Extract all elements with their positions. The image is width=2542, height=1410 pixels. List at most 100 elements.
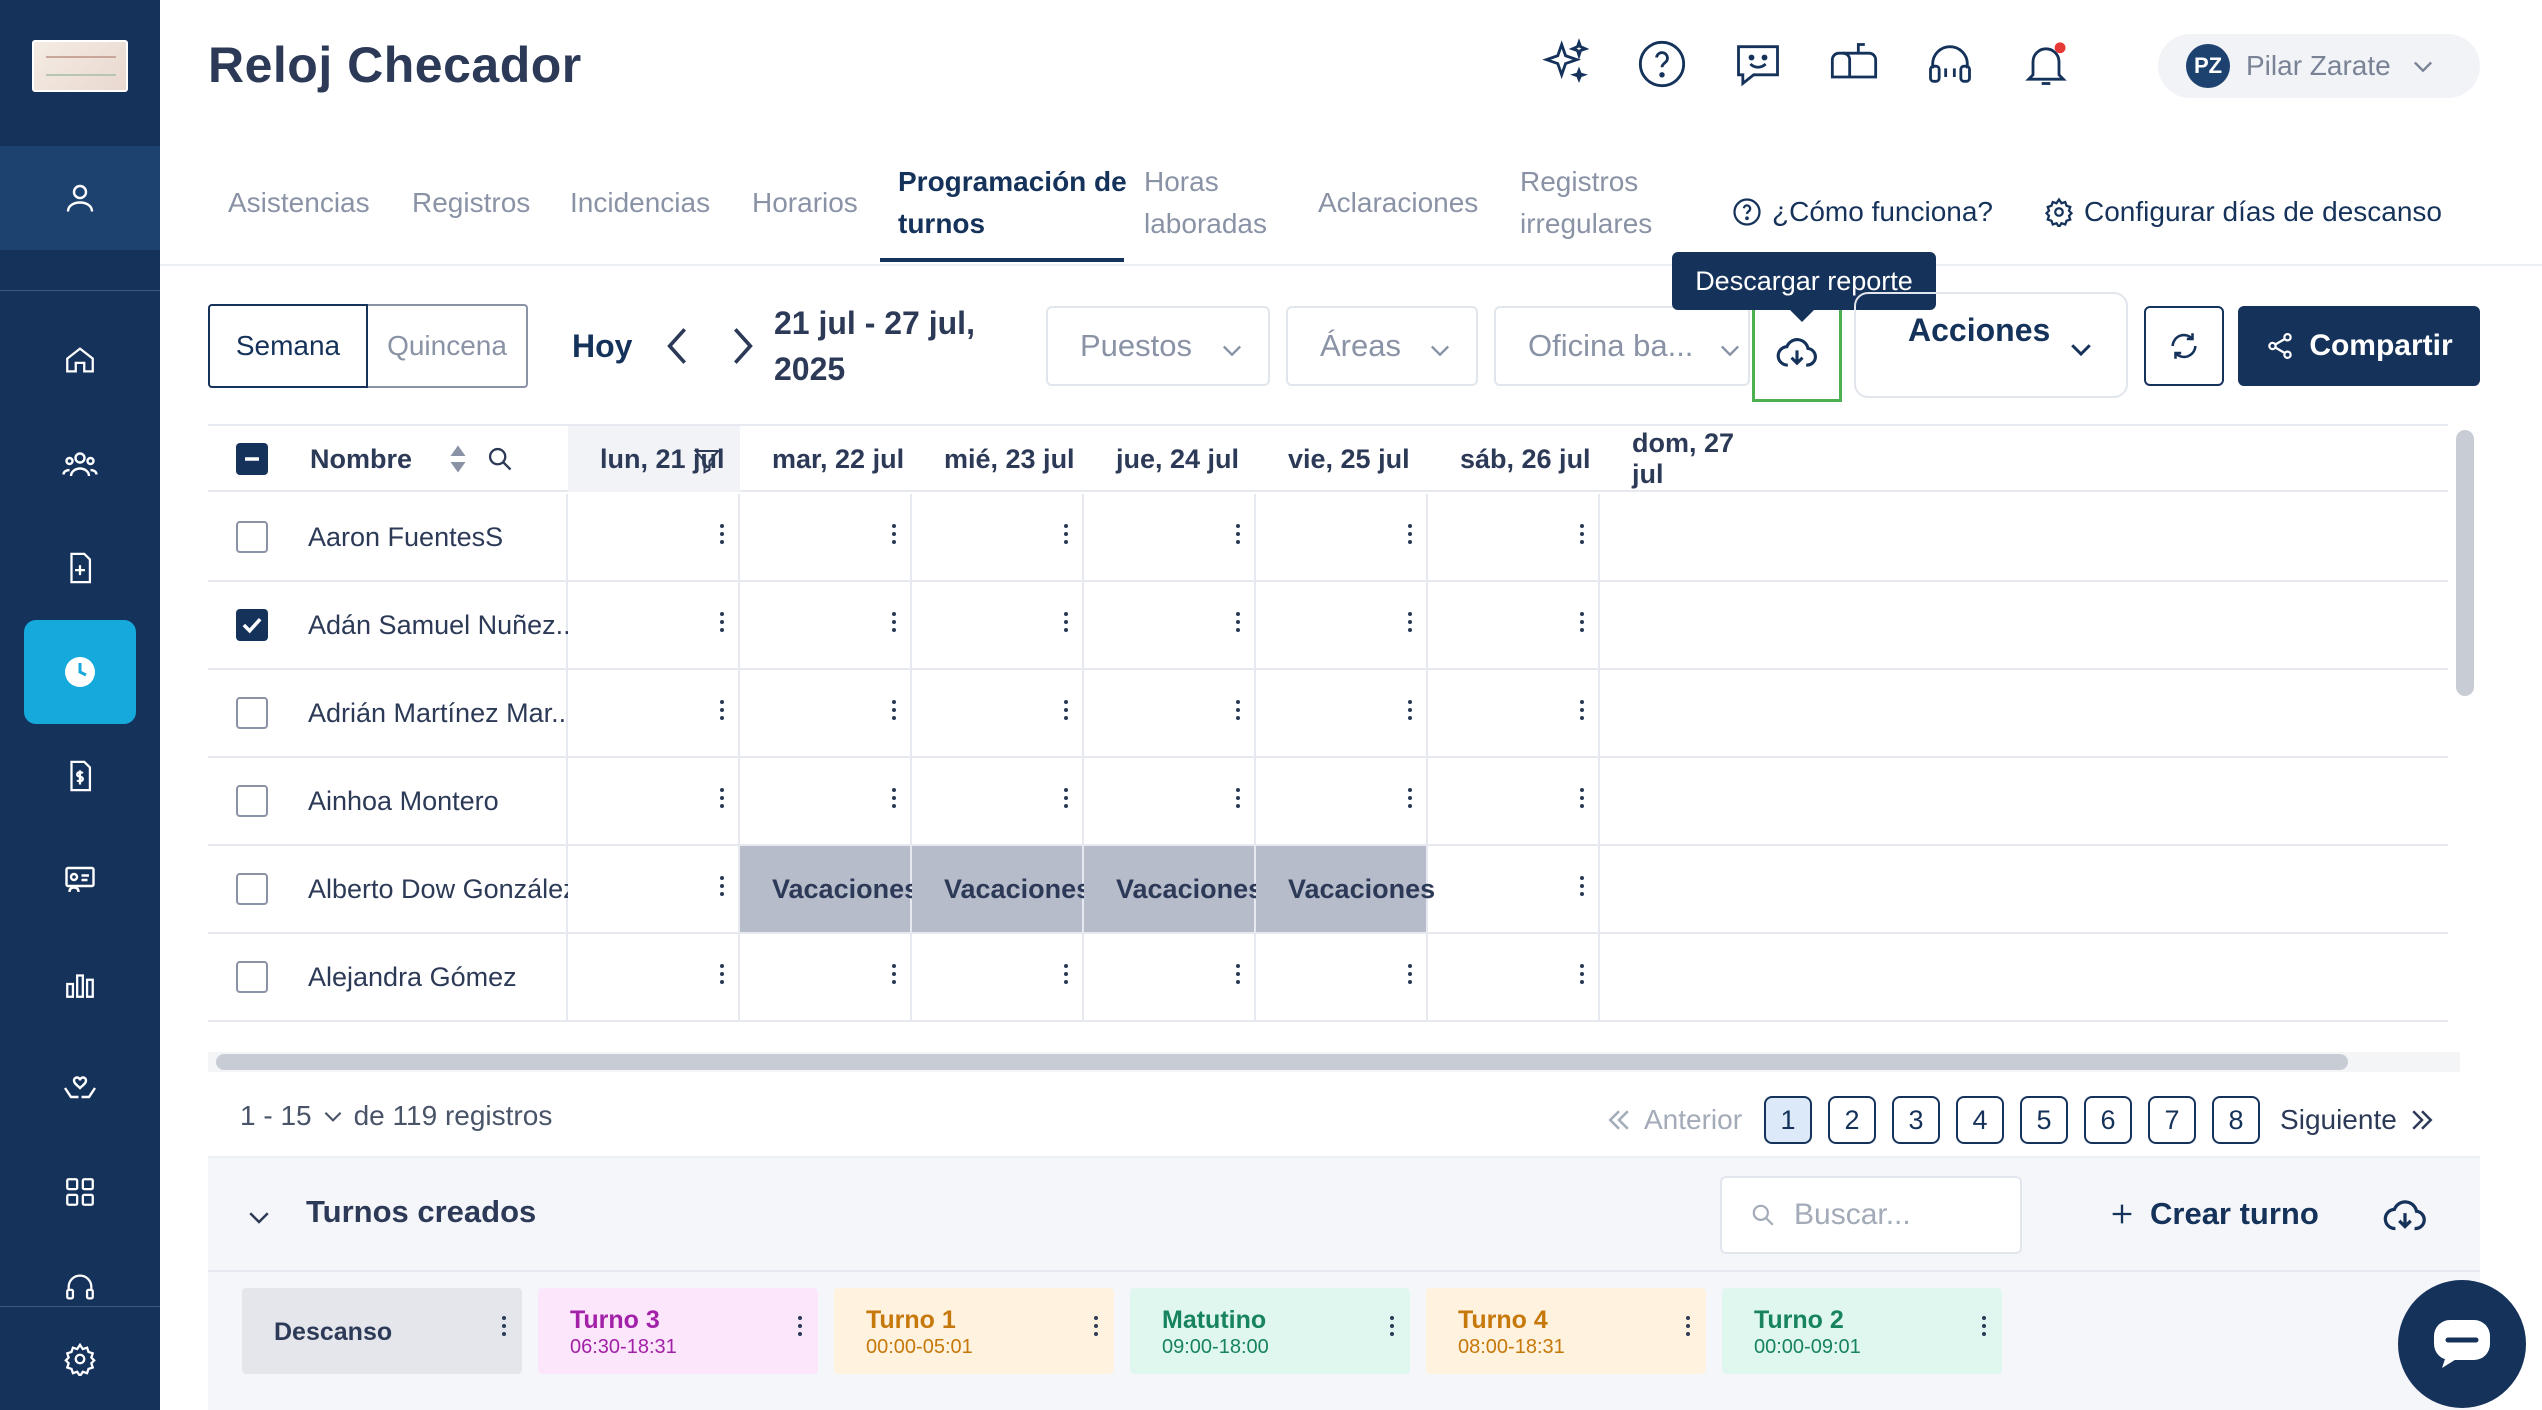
- tab-horas-laboradas[interactable]: Horas laboradas: [1144, 166, 1267, 239]
- shift-menu-icon[interactable]: [798, 1316, 804, 1340]
- shift-cell[interactable]: [1428, 846, 1600, 932]
- sidebar-item-reports[interactable]: [24, 932, 136, 1036]
- cell-menu-icon[interactable]: [892, 612, 898, 636]
- next-week-button[interactable]: [722, 322, 762, 370]
- shift-cell[interactable]: [1428, 758, 1600, 844]
- cell-menu-icon[interactable]: [1236, 612, 1242, 636]
- sidebar-item-training[interactable]: [24, 828, 136, 932]
- create-shift-button[interactable]: Crear turno: [2108, 1196, 2319, 1232]
- support-button[interactable]: [1922, 36, 1978, 92]
- cloud-download-icon[interactable]: [2382, 1194, 2428, 1240]
- cell-menu-icon[interactable]: [892, 524, 898, 548]
- shift-cell[interactable]: [1600, 670, 2448, 756]
- vertical-scrollbar[interactable]: [2456, 430, 2474, 696]
- shift-cell[interactable]: [1600, 582, 2448, 668]
- help-button[interactable]: [1634, 36, 1690, 92]
- shift-cell[interactable]: [912, 758, 1084, 844]
- row-checkbox[interactable]: [236, 873, 268, 905]
- page-button-5[interactable]: 5: [2020, 1096, 2069, 1144]
- shift-cell[interactable]: [1084, 670, 1256, 756]
- shift-cell[interactable]: [1256, 934, 1428, 1020]
- cell-menu-icon[interactable]: [1064, 788, 1070, 812]
- row-checkbox[interactable]: [236, 961, 268, 993]
- configure-rest-days-link[interactable]: Configurar días de descanso: [2044, 196, 2442, 228]
- shift-cell[interactable]: [1084, 934, 1256, 1020]
- page-button-6[interactable]: 6: [2084, 1096, 2133, 1144]
- cell-menu-icon[interactable]: [892, 700, 898, 724]
- page-button-2[interactable]: 2: [1828, 1096, 1877, 1144]
- row-checkbox[interactable]: [236, 609, 268, 641]
- positions-filter[interactable]: Puestos: [1046, 306, 1270, 386]
- shift-cell[interactable]: [1084, 582, 1256, 668]
- tab-programacion-turnos[interactable]: Programación de turnos: [898, 166, 1127, 239]
- cell-menu-icon[interactable]: [1580, 876, 1586, 900]
- refresh-button[interactable]: [2144, 306, 2224, 386]
- row-checkbox[interactable]: [236, 785, 268, 817]
- page-button-8[interactable]: 8: [2212, 1096, 2261, 1144]
- cell-menu-icon[interactable]: [1580, 524, 1586, 548]
- sidebar-item-profile[interactable]: [0, 146, 160, 250]
- vacation-cell[interactable]: Vacaciones: [740, 846, 919, 932]
- cell-menu-icon[interactable]: [1408, 788, 1414, 812]
- cell-menu-icon[interactable]: [1064, 612, 1070, 636]
- shift-chip[interactable]: Turno 4 08:00-18:31: [1426, 1288, 1706, 1374]
- shift-cell[interactable]: [1256, 494, 1428, 580]
- shift-cell[interactable]: [1600, 846, 2448, 932]
- cell-menu-icon[interactable]: [1580, 700, 1586, 724]
- cell-menu-icon[interactable]: [892, 964, 898, 988]
- chat-widget-button[interactable]: [2398, 1280, 2526, 1408]
- sidebar-item-support[interactable]: [24, 1244, 136, 1304]
- shift-cell[interactable]: [1084, 494, 1256, 580]
- shift-chip[interactable]: Matutino 09:00-18:00: [1130, 1288, 1410, 1374]
- sidebar-item-payroll[interactable]: [24, 724, 136, 828]
- tab-aclaraciones[interactable]: Aclaraciones: [1318, 187, 1479, 218]
- sidebar-item-time-clock[interactable]: [24, 620, 136, 724]
- vacation-cell[interactable]: Vacaciones: [1256, 846, 1435, 932]
- chevron-down-icon[interactable]: [244, 1202, 274, 1232]
- tab-registros[interactable]: Registros: [412, 187, 531, 218]
- shift-cell[interactable]: [1600, 934, 2448, 1020]
- shift-search-input[interactable]: Buscar...: [1720, 1176, 2022, 1254]
- cell-menu-icon[interactable]: [720, 964, 726, 988]
- today-button[interactable]: Hoy: [572, 328, 633, 364]
- shift-cell[interactable]: [912, 494, 1084, 580]
- shift-menu-icon[interactable]: [1982, 1316, 1988, 1340]
- cell-menu-icon[interactable]: [1408, 612, 1414, 636]
- cell-menu-icon[interactable]: [720, 876, 726, 900]
- shift-menu-icon[interactable]: [502, 1316, 508, 1340]
- shift-cell[interactable]: [568, 670, 740, 756]
- shift-cell[interactable]: [740, 758, 912, 844]
- sort-icon[interactable]: [448, 444, 468, 474]
- horizontal-scrollbar[interactable]: [216, 1054, 2348, 1070]
- shift-cell[interactable]: [1428, 670, 1600, 756]
- cell-menu-icon[interactable]: [720, 524, 726, 548]
- shift-cell[interactable]: [1428, 582, 1600, 668]
- sidebar-item-team[interactable]: [24, 412, 136, 516]
- share-button[interactable]: Compartir: [2238, 306, 2480, 386]
- cell-menu-icon[interactable]: [892, 788, 898, 812]
- previous-page-button[interactable]: Anterior: [1604, 1104, 1742, 1136]
- select-all-checkbox[interactable]: [236, 443, 268, 475]
- sidebar-item-benefits[interactable]: [24, 1036, 136, 1140]
- shift-cell[interactable]: [740, 582, 912, 668]
- shift-cell[interactable]: [568, 758, 740, 844]
- shift-cell[interactable]: [568, 582, 740, 668]
- cell-menu-icon[interactable]: [720, 612, 726, 636]
- office-filter[interactable]: Oficina ba...: [1494, 306, 1750, 386]
- actions-dropdown[interactable]: Acciones: [1854, 292, 2128, 398]
- shift-cell[interactable]: [1428, 494, 1600, 580]
- shift-cell[interactable]: [568, 934, 740, 1020]
- view-week-button[interactable]: Semana: [208, 304, 368, 388]
- cell-menu-icon[interactable]: [720, 788, 726, 812]
- sidebar-item-apps[interactable]: [24, 1140, 136, 1244]
- page-button-7[interactable]: 7: [2148, 1096, 2197, 1144]
- cell-menu-icon[interactable]: [1064, 524, 1070, 548]
- cell-menu-icon[interactable]: [1580, 612, 1586, 636]
- cell-menu-icon[interactable]: [1236, 788, 1242, 812]
- cell-menu-icon[interactable]: [1236, 700, 1242, 724]
- shift-chip[interactable]: Turno 3 06:30-18:31: [538, 1288, 818, 1374]
- records-per-page[interactable]: 1 - 15 de 119 registros: [240, 1100, 552, 1132]
- areas-filter[interactable]: Áreas: [1286, 306, 1478, 386]
- how-it-works-link[interactable]: ¿Cómo funciona?: [1732, 196, 1993, 228]
- sidebar-item-documents[interactable]: [24, 516, 136, 620]
